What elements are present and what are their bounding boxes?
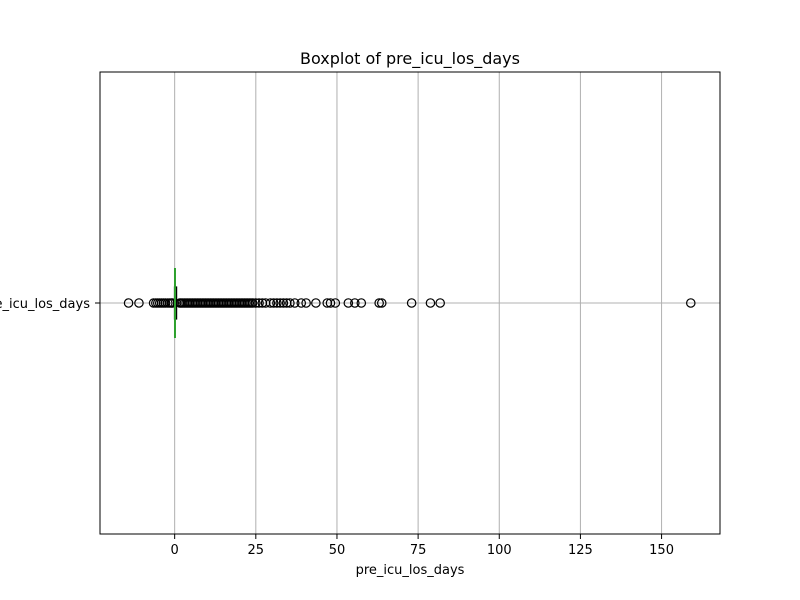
outlier-point bbox=[285, 298, 295, 308]
outlier-point bbox=[685, 298, 696, 308]
grid-lines bbox=[100, 72, 720, 534]
outlier-point bbox=[272, 298, 282, 308]
plot-area bbox=[123, 268, 696, 338]
outlier-point bbox=[374, 298, 384, 308]
outlier-point bbox=[376, 298, 387, 308]
outlier-point bbox=[254, 298, 264, 308]
outlier-point bbox=[406, 298, 417, 308]
outlier-point bbox=[356, 298, 367, 308]
outlier-point bbox=[435, 298, 445, 308]
chart-title: Boxplot of pre_icu_los_days bbox=[300, 49, 520, 69]
outlier-point bbox=[325, 298, 336, 308]
outlier-point bbox=[134, 298, 144, 308]
x-tick-label: 125 bbox=[568, 543, 593, 558]
y-axis-ticks: pre_icu_los_days bbox=[0, 297, 100, 312]
x-tick-label: 150 bbox=[649, 543, 674, 558]
outlier-point bbox=[301, 298, 311, 308]
outlier-point bbox=[123, 298, 134, 308]
outlier-point bbox=[350, 298, 360, 308]
outlier-point bbox=[268, 298, 279, 308]
x-axis-ticks: 0 25 50 75 100 125 150 bbox=[171, 534, 674, 558]
x-tick-label: 25 bbox=[248, 543, 265, 558]
outlier-point bbox=[278, 298, 289, 308]
outlier-point bbox=[275, 298, 285, 308]
outlier-point bbox=[247, 298, 258, 308]
x-tick-label: 75 bbox=[410, 543, 427, 558]
outlier-point bbox=[251, 298, 261, 308]
x-tick-label: 100 bbox=[487, 543, 512, 558]
x-tick-label: 50 bbox=[329, 543, 346, 558]
outlier-point bbox=[289, 298, 300, 308]
y-tick-label: pre_icu_los_days bbox=[0, 297, 90, 312]
x-tick-label: 0 bbox=[171, 543, 179, 558]
x-axis-label: pre_icu_los_days bbox=[356, 563, 465, 578]
outlier-point bbox=[265, 298, 276, 308]
outlier-point bbox=[425, 298, 436, 308]
outlier-point bbox=[330, 298, 341, 308]
outlier-point bbox=[343, 298, 354, 308]
outlier-point bbox=[311, 298, 321, 308]
outlier-point bbox=[296, 298, 307, 308]
